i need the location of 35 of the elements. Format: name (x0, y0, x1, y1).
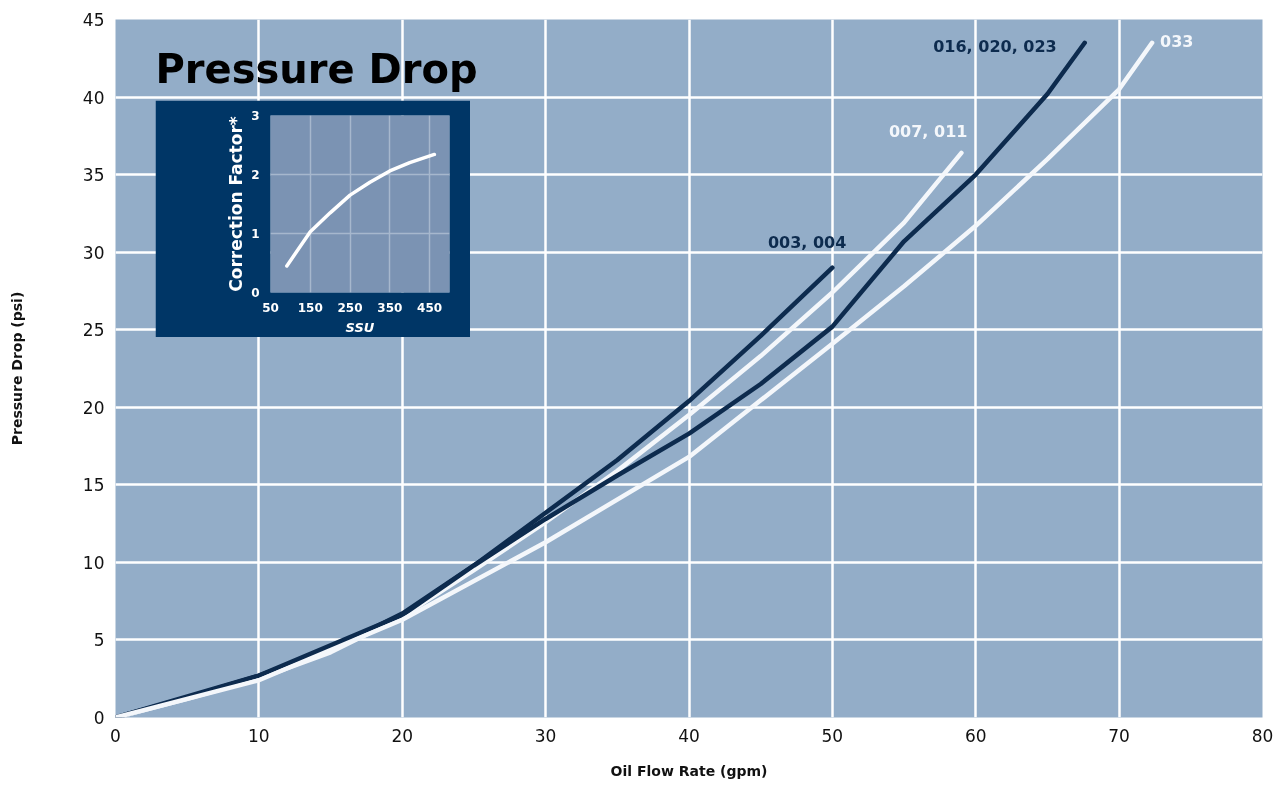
x-tick-label: 250 (337, 300, 363, 315)
y-tick-label: 45 (82, 10, 105, 30)
x-tick-label: 20 (391, 725, 414, 746)
y-tick-label: 3 (251, 109, 260, 123)
y-tick-label: 30 (82, 242, 105, 263)
series-label: 007, 011 (888, 121, 968, 141)
x-tick-label: 150 (297, 300, 323, 315)
y-tick-label: 5 (93, 630, 105, 651)
x-tick-label: 70 (1108, 725, 1130, 746)
y-tick-label: 2 (251, 168, 260, 182)
x-tick-label: 80 (1251, 725, 1274, 746)
y-tick-label: 40 (82, 87, 105, 108)
y-tick-label: 10 (82, 552, 105, 573)
x-axis-title: SSU (345, 319, 375, 335)
x-tick-label: 50 (262, 300, 279, 315)
y-tick-label: 25 (82, 320, 105, 341)
y-tick-label: 15 (82, 475, 105, 496)
y-axis-title: Pressure Drop (psi) (8, 291, 25, 446)
x-tick-label: 50 (821, 725, 844, 746)
x-tick-label: 0 (110, 725, 121, 746)
y-tick-label: 20 (82, 397, 105, 418)
x-tick-label: 350 (377, 300, 403, 315)
y-tick-label: 0 (251, 286, 260, 300)
y-tick-label: 35 (82, 165, 105, 186)
series-label: 033 (1160, 31, 1194, 51)
text: Pressure Drop (155, 45, 478, 92)
y-tick-label: 0 (93, 708, 105, 728)
y-axis-title: Correction Factor* (226, 116, 247, 292)
series-label: 016, 020, 023 (933, 37, 1057, 57)
x-tick-label: 30 (534, 725, 557, 746)
x-tick-label: 40 (678, 725, 700, 746)
y-tick-label: 1 (251, 227, 260, 241)
x-tick-label: 450 (417, 300, 443, 315)
x-axis-title: Oil Flow Rate (gpm) (610, 762, 768, 779)
x-tick-label: 60 (964, 725, 987, 746)
